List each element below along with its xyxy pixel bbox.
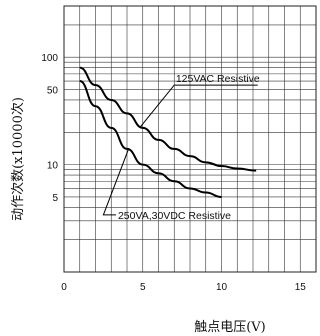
x-tick-label: 15 (295, 282, 307, 293)
plot-frame (63, 5, 317, 273)
tick-labels: 0 5 10 15 100 50 10 5 (41, 53, 306, 293)
series-line-125vac (79, 66, 257, 172)
y-tick-label: 10 (47, 161, 59, 172)
annotations: 125VAC Resistive 250VA,30VDC Resistive (102, 73, 260, 222)
leader-line-250va-30vdc (102, 148, 130, 216)
series-label-250va-30vdc: 250VA,30VDC Resistive (118, 210, 231, 222)
x-tick-label: 5 (140, 282, 146, 293)
y-tick-label: 5 (52, 193, 58, 204)
x-tick-label: 10 (216, 282, 228, 293)
x-axis-title: 触点电压(V) (194, 320, 266, 335)
series-line-250va-30vdc (79, 80, 222, 198)
y-tick-label: 50 (47, 86, 59, 97)
x-tick-label: 0 (61, 282, 67, 293)
y-tick-label: 100 (41, 53, 58, 64)
y-axis-title: 动作次数(x10000次) (10, 97, 26, 221)
series-label-125vac: 125VAC Resistive (176, 73, 260, 85)
leader-line-125vac (139, 84, 258, 129)
plot-grid (63, 5, 317, 273)
curves (79, 66, 257, 198)
